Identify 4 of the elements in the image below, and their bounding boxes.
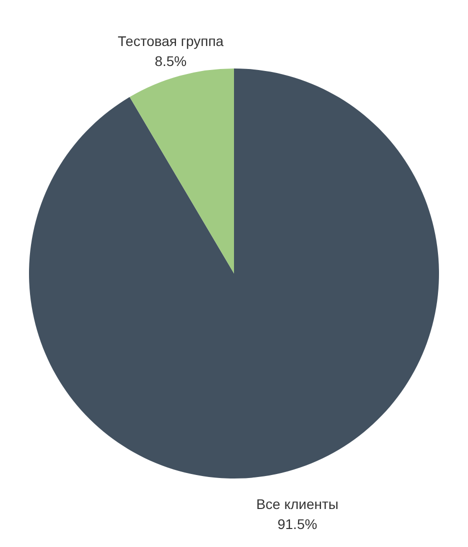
- slice-label: Все клиенты: [256, 496, 338, 512]
- slice-label: Тестовая группа: [118, 33, 224, 50]
- data-label: 8.5%: [154, 53, 187, 70]
- data-label: 91.5%: [277, 516, 318, 532]
